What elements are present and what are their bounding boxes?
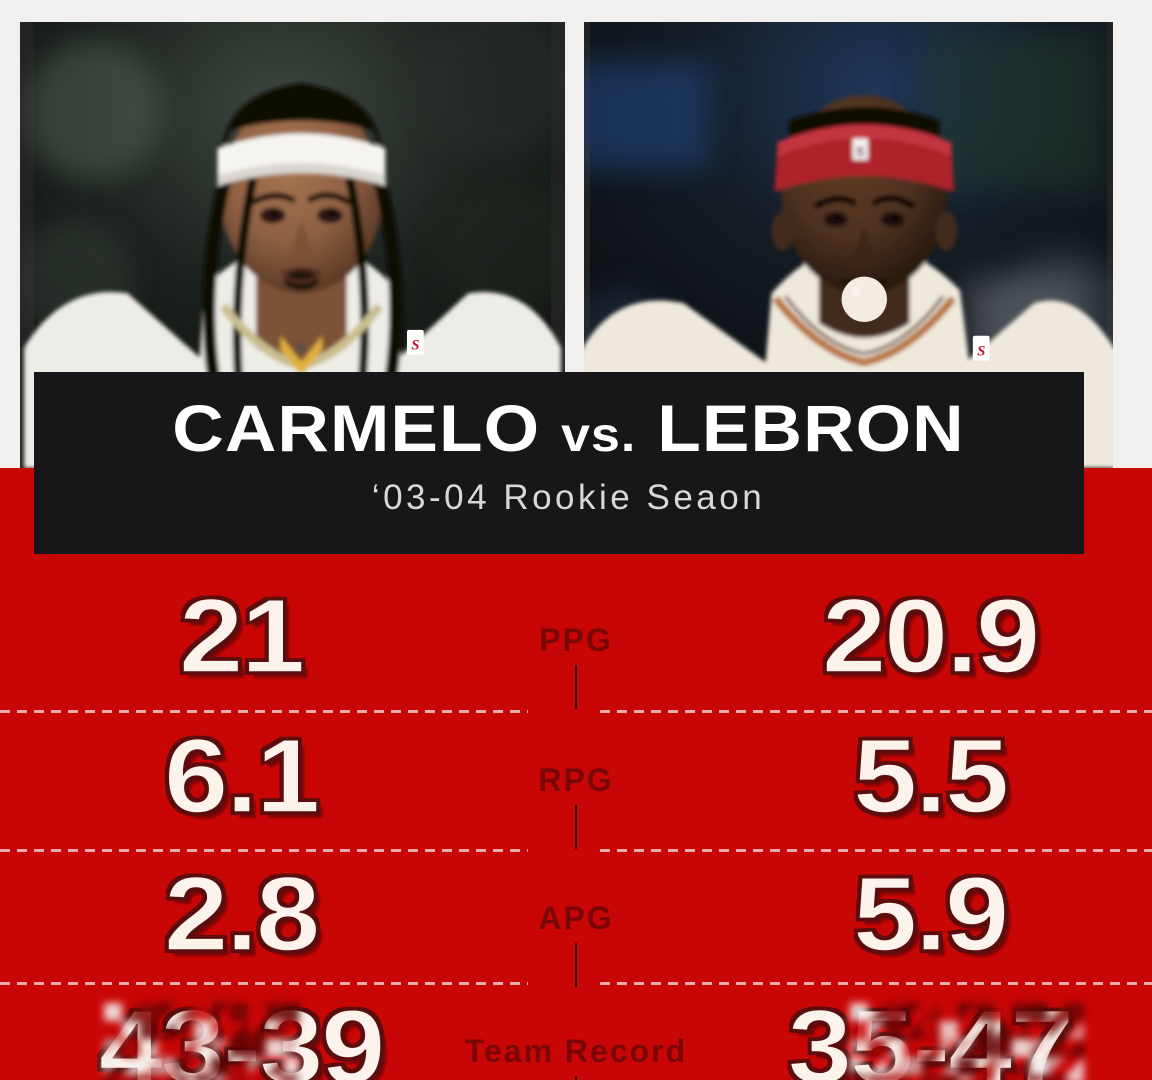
svg-text:S: S [856, 144, 865, 159]
svg-text:D: D [297, 341, 306, 356]
svg-text:S: S [977, 344, 985, 360]
svg-text:S: S [411, 338, 419, 354]
